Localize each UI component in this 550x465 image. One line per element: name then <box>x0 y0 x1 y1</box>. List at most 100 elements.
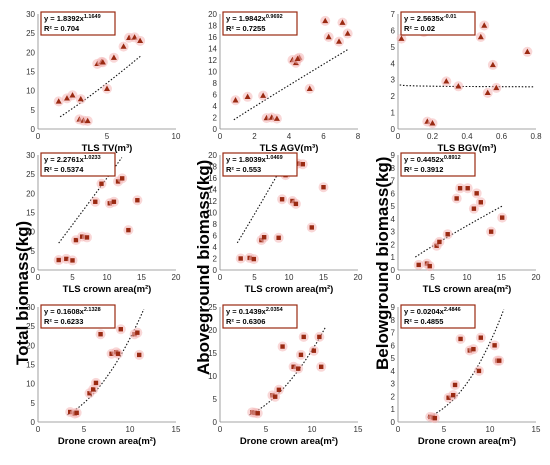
equation-box <box>222 304 298 329</box>
y-tick-label: 20 <box>208 326 217 335</box>
x-tick-label: 5 <box>82 425 87 434</box>
equation-exponent: 2.4846 <box>444 307 461 313</box>
y-tick-label: 8 <box>391 316 396 325</box>
y-tick-label: 18 <box>208 22 217 31</box>
equation-text: y = 0.4452x0.8912 <box>404 155 461 164</box>
data-point <box>489 61 496 68</box>
x-tick-label: 15 <box>354 425 363 434</box>
x-tick-label: 5 <box>252 273 257 282</box>
data-point <box>452 382 458 388</box>
data-point <box>493 84 500 91</box>
equation-box <box>400 11 476 36</box>
equation-exponent: 1.0233 <box>84 155 101 161</box>
data-point <box>497 358 502 363</box>
data-point <box>120 43 127 49</box>
equation-exponent: -0.01 <box>444 14 457 20</box>
equation-box <box>222 11 298 36</box>
y-tick-label: 20 <box>26 48 35 57</box>
x-axis-label: TLS crown area(m²) <box>423 284 512 295</box>
data-point <box>104 85 110 91</box>
y-tick-label: 16 <box>208 33 217 42</box>
data-point <box>93 199 98 204</box>
y-tick-label: 4 <box>213 243 218 252</box>
data-point <box>477 33 484 40</box>
x-tick-label: 0.6 <box>496 132 508 141</box>
r-squared-text: R² = 0.6233 <box>44 317 83 326</box>
data-point <box>99 59 106 65</box>
y-tick-label: 10 <box>208 68 217 77</box>
y-tick-label: 30 <box>26 10 35 19</box>
row-label-above: Aboveground biomass(kg) <box>194 160 213 375</box>
y-tick-label: 0 <box>391 125 396 134</box>
data-point <box>306 85 313 91</box>
equation-exponent: 1.1649 <box>84 14 101 20</box>
x-tick-label: 0 <box>218 132 223 141</box>
y-tick-label: 1 <box>391 109 396 118</box>
data-point <box>111 199 117 204</box>
data-point <box>279 197 285 202</box>
equation-text: y = 0.1608x2.1328 <box>44 307 101 316</box>
y-tick-label: 10 <box>26 228 35 237</box>
y-tick-label: 2 <box>391 392 396 401</box>
x-tick-label: 5 <box>264 425 269 434</box>
y-tick-label: 8 <box>391 164 396 173</box>
y-tick-label: 5 <box>391 354 396 363</box>
x-tick-label: 4 <box>287 132 292 141</box>
y-tick-label: 0 <box>31 125 36 134</box>
y-tick-label: 1 <box>391 253 396 262</box>
data-point <box>484 89 491 96</box>
data-point <box>273 394 278 399</box>
trend-line <box>399 84 535 88</box>
x-tick-label: 15 <box>172 425 181 434</box>
data-point <box>301 334 306 340</box>
y-tick-label: 3 <box>391 228 396 237</box>
data-point <box>437 239 442 245</box>
y-tick-label: 5 <box>31 106 36 115</box>
data-point <box>84 117 91 124</box>
data-point <box>398 35 405 41</box>
data-point <box>298 352 304 358</box>
y-tick-label: 2 <box>391 92 396 101</box>
chart-total-crown: 0 5 10 15 20 25 30 0 5 10 15 20 TLS crown area(m²) y … <box>26 151 181 295</box>
data-point <box>471 346 476 352</box>
equation-box <box>40 152 116 177</box>
data-point <box>135 198 140 203</box>
y-tick-label: 5 <box>391 43 396 52</box>
equation-exponent: 0.8912 <box>444 155 461 161</box>
x-axis-label: Drone crown area(m²) <box>418 436 516 447</box>
y-tick-label: 14 <box>208 186 217 195</box>
x-tick-label: 20 <box>354 273 363 282</box>
data-point <box>77 95 84 102</box>
data-point <box>300 162 305 167</box>
x-tick-label: 20 <box>172 273 181 282</box>
y-tick-label: 30 <box>26 303 35 312</box>
data-point <box>322 17 329 24</box>
y-tick-label: 8 <box>213 220 218 229</box>
equation-text: y = 1.8392x1.1649 <box>44 14 101 23</box>
x-tick-label: 8 <box>356 132 361 141</box>
y-tick-label: 0 <box>213 418 218 427</box>
x-tick-label: 6 <box>321 132 326 141</box>
y-tick-label: 1 <box>391 405 396 414</box>
r-squared-text: R² = 0.5374 <box>44 165 84 174</box>
data-point <box>458 336 463 342</box>
x-tick-label: 10 <box>463 273 472 282</box>
data-point <box>474 191 479 196</box>
data-point <box>309 225 314 230</box>
r-squared-text: R² = 0.6306 <box>226 317 265 326</box>
y-tick-label: 15 <box>26 361 35 370</box>
equation-text: y = 0.1439x2.0354 <box>226 307 284 316</box>
data-point <box>126 227 131 233</box>
x-tick-label: 0 <box>36 273 41 282</box>
trend-line <box>59 54 142 118</box>
y-tick-label: 9 <box>391 151 396 160</box>
x-tick-label: 10 <box>172 132 181 141</box>
x-tick-label: 0.8 <box>530 132 542 141</box>
y-tick-label: 16 <box>208 174 217 183</box>
y-tick-label: 2 <box>391 240 396 249</box>
equation-exponent: 2.1328 <box>84 307 101 313</box>
chart-below-bgv: 0 1 2 3 4 5 6 7 0 0.2 0.4 0.6 0.8 TLS BGV(m³) y = 2.56… <box>391 10 543 154</box>
